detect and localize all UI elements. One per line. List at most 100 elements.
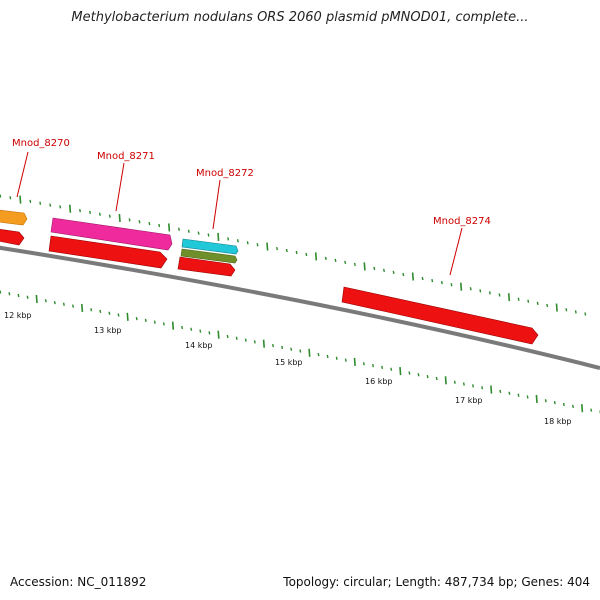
minor-tick — [469, 287, 472, 291]
gene-olive-arrow[interactable] — [180, 248, 238, 264]
minor-tick — [431, 278, 434, 283]
scale-label-15kbp: 15 kbp — [275, 358, 303, 367]
major-tick — [69, 204, 72, 213]
minor-tick — [199, 329, 202, 333]
major-tick — [460, 282, 463, 291]
minor-tick — [227, 237, 230, 241]
major-tick — [490, 385, 493, 394]
major-tick — [266, 242, 269, 251]
gene-orange-arrow[interactable] — [0, 209, 28, 226]
minor-tick — [565, 308, 568, 312]
major-tick — [314, 252, 318, 261]
minor-tick — [383, 268, 385, 273]
minor-tick — [162, 322, 165, 326]
scale-label-18kbp: 18 kbp — [544, 417, 572, 426]
gene-label-mnod-8271[interactable]: Mnod_8271 — [97, 151, 155, 162]
major-tick — [353, 357, 356, 366]
leader-line-8272 — [212, 179, 221, 230]
major-tick — [19, 195, 22, 204]
minor-tick — [290, 347, 293, 351]
minor-tick — [235, 336, 238, 340]
minor-tick — [584, 312, 587, 316]
minor-tick — [450, 283, 453, 287]
minor-tick — [285, 248, 288, 253]
gene-label-mnod-8272[interactable]: Mnod_8272 — [196, 168, 254, 179]
minor-tick — [527, 299, 530, 303]
minor-tick — [344, 260, 347, 265]
minor-tick — [546, 303, 549, 308]
minor-tick — [59, 205, 62, 209]
minor-tick — [488, 291, 491, 295]
minor-tick — [39, 201, 42, 205]
minor-tick — [26, 295, 29, 299]
major-tick — [168, 223, 171, 232]
gene-label-mnod-8270[interactable]: Mnod_8270 — [12, 138, 70, 149]
inner-tick-row — [0, 290, 600, 414]
major-tick — [35, 294, 38, 304]
minor-tick — [276, 246, 278, 251]
minor-tick — [244, 338, 247, 342]
minor-tick — [326, 354, 329, 359]
minor-tick — [544, 399, 547, 403]
major-tick — [555, 303, 558, 312]
major-tick — [399, 367, 402, 376]
minor-tick — [453, 380, 456, 384]
minor-tick — [553, 400, 556, 405]
leader-line-8271 — [115, 162, 125, 212]
minor-tick — [0, 290, 2, 294]
gene-magenta-arrow[interactable] — [50, 217, 173, 251]
minor-tick — [402, 272, 405, 277]
minor-tick — [208, 331, 211, 335]
major-tick — [171, 321, 175, 330]
minor-tick — [99, 309, 102, 314]
minor-tick — [72, 304, 74, 308]
gene-label-mnod-8274[interactable]: Mnod_8274 — [433, 216, 491, 227]
minor-tick — [158, 223, 161, 228]
minor-tick — [138, 220, 141, 224]
major-tick — [262, 339, 265, 348]
minor-tick — [98, 212, 101, 216]
major-tick — [581, 404, 584, 413]
minor-tick — [462, 382, 465, 386]
accession-text: Accession: NC_011892 — [10, 575, 147, 589]
minor-tick — [272, 343, 274, 348]
minor-tick — [373, 266, 376, 271]
gene-red-arrow-8274[interactable] — [341, 286, 539, 345]
gene-red-arrow-8271b[interactable] — [48, 235, 168, 269]
scale-label-12kbp: 12 kbp — [4, 311, 32, 320]
minor-tick — [574, 310, 577, 314]
minor-tick — [226, 334, 229, 339]
minor-tick — [526, 395, 529, 399]
major-tick — [535, 394, 538, 403]
minor-tick — [335, 356, 338, 360]
minor-tick — [29, 199, 32, 204]
gene-red-arrow-8272b[interactable] — [177, 256, 236, 277]
major-tick — [126, 312, 129, 321]
minor-tick — [381, 365, 384, 370]
gene-cyan-arrow[interactable] — [181, 238, 239, 255]
minor-tick — [144, 318, 147, 323]
minor-tick — [0, 194, 2, 198]
minor-tick — [281, 345, 284, 350]
outer-tick-row — [0, 194, 587, 316]
minor-tick — [334, 258, 337, 263]
scale-label-14kbp: 14 kbp — [185, 341, 213, 350]
minor-tick — [197, 231, 200, 235]
minor-tick — [562, 402, 565, 407]
minor-tick — [153, 320, 156, 324]
minor-tick — [324, 256, 327, 261]
minor-tick — [108, 214, 111, 218]
minor-tick — [62, 302, 65, 306]
minor-tick — [517, 297, 520, 301]
minor-tick — [79, 208, 81, 213]
minor-tick — [253, 340, 256, 344]
major-tick — [507, 293, 511, 302]
minor-tick — [472, 384, 474, 388]
minor-tick — [479, 289, 482, 293]
minor-tick — [435, 376, 438, 381]
gene-red-arrow-left[interactable] — [0, 228, 25, 246]
minor-tick — [372, 363, 374, 368]
minor-tick — [305, 252, 308, 257]
minor-tick — [9, 196, 12, 200]
minor-tick — [508, 391, 511, 395]
